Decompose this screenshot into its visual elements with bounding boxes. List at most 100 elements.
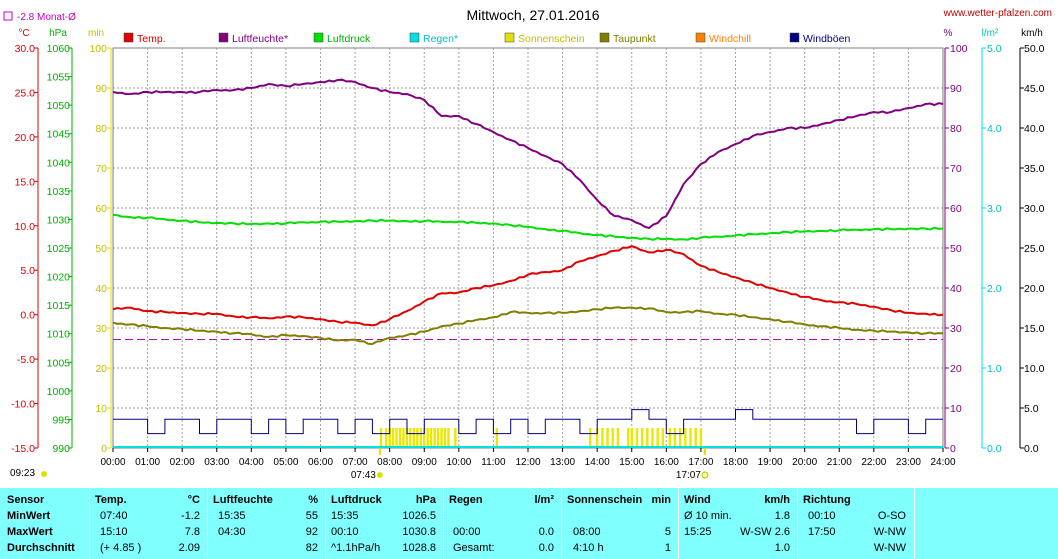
header-sensor: Sensor: [7, 494, 45, 506]
sunshine-bar: [606, 428, 609, 448]
sunshine-bar: [454, 428, 457, 448]
wind-unit-label: km/h: [1021, 28, 1043, 39]
rain-axis-tick-label: 1.0: [987, 363, 1002, 375]
humidity-unit-label: %: [944, 28, 953, 39]
header-temp: Temp.: [95, 494, 127, 506]
statistics-table: Sensor Temp. °C Luftfeuchte % Luftdruck …: [0, 488, 1058, 559]
legend-label: Windchill: [709, 33, 751, 45]
sunrise-time: 07:43: [351, 470, 376, 481]
humidity-axis-tick-label: 60: [950, 203, 962, 215]
x-tick-label: 12:00: [515, 457, 540, 468]
sunshine-bar: [379, 428, 383, 448]
temp-axis-tick-label: -10.0: [11, 399, 35, 411]
sunshine-bar: [661, 428, 665, 448]
header-pressure: Luftdruck: [331, 494, 382, 506]
sunshine-bar: [388, 428, 391, 448]
pressure-axis-tick-label: 1045: [47, 129, 71, 141]
humidity-axis-tick-label: 40: [950, 283, 962, 295]
humidity-axis-tick-label: 70: [950, 163, 962, 175]
sunshine-bar: [440, 428, 443, 448]
wind-axis-tick-label: 40.0: [1024, 123, 1045, 135]
sunshine-bar: [627, 428, 630, 448]
weather-chart: 00:00 01:00 02:00 03:00 04:00 05:00 06:00 07:00…: [3, 7, 1052, 481]
stat-cell-press-v: 1026.5: [402, 510, 436, 522]
chart-title: Mittwoch, 27.01.2016: [466, 7, 599, 23]
stat-cell-rain-t: Gesamt:: [453, 542, 495, 554]
sunshine-bar: [436, 428, 440, 448]
sunshine-bar: [433, 428, 436, 448]
legend-label: Windböen: [803, 33, 850, 45]
series-line-1: [112, 78, 944, 230]
sunshine-bar: [699, 428, 703, 448]
rain-axis-tick-label: 5.0: [987, 43, 1002, 55]
stat-cell-rain-t: 00:00: [453, 526, 481, 538]
sunshine-bar: [595, 428, 599, 448]
column-divider: [207, 488, 208, 559]
sunshine-axis-tick-label: 80: [95, 123, 107, 135]
wind-axis-tick-label: 20.0: [1024, 283, 1045, 295]
rain-axis-tick-label: 3.0: [987, 203, 1002, 215]
sunshine-bar: [640, 428, 644, 448]
x-tick-label: 01:00: [135, 457, 160, 468]
header-humidity: Luftfeuchte: [213, 494, 273, 506]
column-divider: [325, 488, 326, 559]
legend-swatch: [599, 32, 610, 43]
sunshine-axis-tick-label: 90: [95, 83, 107, 95]
humidity-axis-tick-label: 90: [950, 83, 962, 95]
stat-cell-dir-v: W-NW: [873, 542, 906, 554]
sunshine-bar: [601, 428, 604, 448]
humidity-axis-tick-label: 50: [950, 243, 962, 255]
stat-cell-sun-v: 1: [664, 542, 671, 554]
stat-cell-temp-v: 2.09: [178, 542, 200, 554]
stat-cell-temp-v: 7.8: [184, 526, 200, 538]
rain-unit-label: l/m²: [982, 28, 999, 39]
sunshine-bar: [391, 428, 395, 448]
sunshine-bar: [409, 428, 412, 448]
legend-label: Luftdruck: [327, 33, 371, 45]
month-avg-label: -2.8 Monat-Ø: [17, 12, 76, 23]
pressure-axis-tick-label: 1010: [47, 329, 71, 341]
pressure-unit-label: hPa: [49, 28, 67, 39]
x-tick-label: 03:00: [204, 457, 229, 468]
sunshine-bar: [673, 428, 677, 448]
sunshine-bar: [589, 428, 592, 448]
series-lines: [112, 78, 944, 448]
column-divider: [914, 488, 915, 559]
x-tick-label: 07:00: [343, 457, 368, 468]
header-pressure-unit: hPa: [415, 494, 436, 506]
pressure-axis-tick-label: 1035: [47, 186, 71, 198]
wind-axis-tick-label: 0.0: [1024, 443, 1039, 455]
axes: 00:00 01:00 02:00 03:00 04:00 05:00 06:00 07:00…: [11, 43, 1045, 468]
sunshine-bar: [412, 428, 416, 448]
temp-unit-label: °C: [18, 28, 29, 39]
pressure-axis-tick-label: 1030: [47, 214, 71, 226]
sunshine-bar: [668, 428, 671, 448]
legend-swatch: [789, 32, 800, 43]
stat-cell-press-v: 1028.8: [402, 542, 436, 554]
stat-cell-wind-v: 1.8: [774, 510, 790, 522]
sunshine-axis-tick-label: 70: [95, 163, 107, 175]
stat-cell-press-t: 00:10: [331, 526, 359, 538]
sunshine-bar: [616, 428, 620, 448]
temp-axis-tick-label: -5.0: [17, 354, 35, 366]
wind-axis-tick-label: 35.0: [1024, 163, 1045, 175]
site-url[interactable]: www.wetter-pfalzen.com: [943, 8, 1052, 19]
stat-cell-sun-v: 5: [664, 526, 671, 538]
wind-axis-tick-label: 25.0: [1024, 243, 1045, 255]
sunshine-axis-tick-label: 100: [89, 43, 107, 55]
pressure-axis-tick-label: 1020: [47, 272, 71, 284]
column-divider: [797, 488, 798, 559]
legend-label: Luftfeuchte*: [232, 33, 288, 45]
stat-cell-temp-t: 15:10: [100, 526, 128, 538]
sunshine-axis-tick-label: 30: [95, 323, 107, 335]
sunshine-bar: [447, 428, 450, 448]
sunshine-bar: [416, 428, 419, 448]
column-divider: [561, 488, 562, 559]
wind-axis-tick-label: 30.0: [1024, 203, 1045, 215]
x-tick-label: 19:00: [758, 457, 783, 468]
wind-axis-tick-label: 5.0: [1024, 403, 1039, 415]
sunshine-bar: [402, 428, 405, 448]
sunshine-bar: [423, 428, 426, 448]
humidity-axis-tick-label: 0: [950, 443, 956, 455]
